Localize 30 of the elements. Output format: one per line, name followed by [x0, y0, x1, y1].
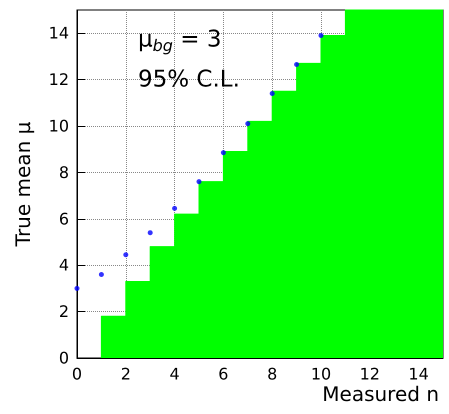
- point: [148, 230, 153, 236]
- x-tick-label: 8: [267, 364, 278, 384]
- point: [220, 150, 226, 156]
- point: [318, 33, 324, 38]
- point: [98, 272, 104, 277]
- point: [270, 91, 275, 96]
- y-tick-label: 10: [48, 116, 69, 136]
- x-tick-label: 10: [310, 364, 332, 384]
- y-tick-label: 12: [48, 70, 69, 90]
- y-axis-title: True mean μ: [11, 121, 35, 248]
- point: [172, 206, 178, 211]
- annotation: 95% C.L.: [138, 66, 240, 92]
- x-tick-label: 0: [72, 364, 82, 384]
- point: [294, 62, 300, 68]
- x-axis-title: Measured n: [322, 382, 439, 406]
- y-tick-label: 14: [48, 24, 69, 43]
- point: [123, 252, 128, 258]
- y-tick-label: 2: [58, 302, 69, 322]
- x-tick-label: 2: [120, 364, 131, 384]
- x-tick-label: 12: [360, 364, 380, 384]
- y-tick-label: 4: [58, 256, 69, 275]
- y-tick-label: 8: [58, 162, 69, 182]
- x-tick-label: 4: [170, 364, 180, 384]
- x-tick-label: 6: [218, 364, 228, 384]
- y-tick-label: 6: [58, 209, 69, 228]
- x-tick-label: 14: [408, 364, 429, 384]
- y-tick-label: 0: [58, 348, 69, 368]
- point: [245, 121, 250, 126]
- point: [74, 286, 80, 291]
- point: [196, 179, 202, 184]
